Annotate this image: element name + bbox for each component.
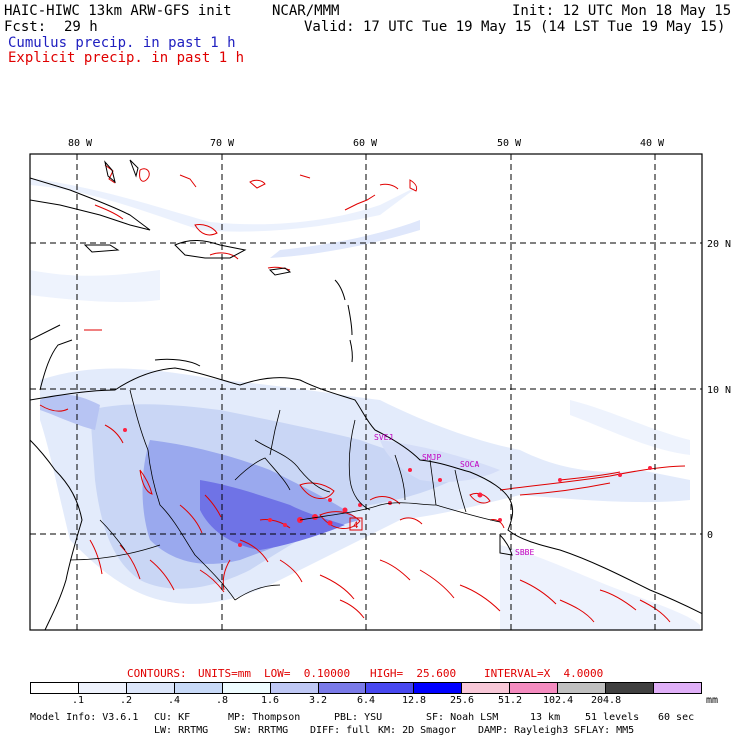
valid-time: Valid: 17 UTC Tue 19 May 15 (14 LST Tue … (304, 19, 726, 35)
cumulus-precip-areas (30, 178, 700, 630)
cumulus-legend: Cumulus precip. in past 1 h (8, 35, 236, 51)
map-frame (29, 153, 703, 631)
lon-label-70w: 70 W (210, 138, 235, 149)
colorbar-swatch (270, 683, 319, 693)
colorbar-swatch (126, 683, 175, 693)
colorbar-swatch (31, 683, 79, 693)
station-sbbe: SBBE (515, 548, 534, 557)
contour-units: UNITS=mm (198, 667, 251, 680)
model-info: Model Info: V3.6.1 (30, 712, 139, 723)
colorbar-label: .2 (120, 695, 133, 706)
lw-scheme: LW: RRTMG (154, 725, 209, 736)
station-soca: SOCA (460, 460, 479, 469)
mp-scheme: MP: Thompson (228, 712, 301, 723)
lat-label-20n: 20 N (707, 239, 731, 250)
latitude-labels: 20 N 10 N 0 (707, 239, 731, 541)
colorbar-label: 204.8 (591, 695, 622, 706)
diff-scheme: DIFF: full (310, 725, 371, 736)
colorbar-label: 3.2 (309, 695, 328, 706)
levels: 51 levels (585, 712, 640, 723)
colorbar-units: mm (706, 695, 719, 706)
colorbar (30, 682, 702, 694)
colorbar-label: 1.6 (261, 695, 280, 706)
colorbar-label: .4 (168, 695, 181, 706)
country-borders (69, 389, 501, 601)
org-label: NCAR/MMM (272, 3, 340, 19)
contour-label: CONTOURS: (127, 667, 187, 680)
station-svej: SVEJ (374, 433, 393, 442)
colorbar-swatch (558, 683, 607, 693)
max-marker: 4 (353, 521, 358, 531)
sf-scheme: SF: Noah LSM (426, 712, 499, 723)
coastlines (30, 159, 702, 630)
lon-label-50w: 50 W (497, 138, 522, 149)
colorbar-label: .1 (72, 695, 85, 706)
lon-label-80w: 80 W (68, 138, 93, 149)
colorbar-swatch (174, 683, 223, 693)
colorbar-swatch (462, 683, 511, 693)
colorbar-swatch (318, 683, 367, 693)
sflay-scheme: SFLAY: MM5 (574, 725, 635, 736)
colorbar-swatch (653, 683, 701, 693)
resolution: 13 km (530, 712, 561, 723)
longitude-labels: 80 W 70 W 60 W 50 W 40 W (68, 138, 665, 149)
pbl-scheme: PBL: YSU (334, 712, 383, 723)
lon-label-60w: 60 W (353, 138, 378, 149)
colorbar-label: 51.2 (498, 695, 523, 706)
colorbar-swatch (606, 683, 654, 693)
colorbar-swatch (366, 683, 415, 693)
damp-scheme: DAMP: Rayleigh3 (478, 725, 569, 736)
colorbar-swatch (78, 683, 127, 693)
colorbar-label: 6.4 (357, 695, 376, 706)
contour-interval: INTERVAL=X 4.0000 (484, 667, 604, 680)
forecast-label: Fcst: (4, 19, 47, 35)
colorbar-labels: .1 .2 .4 .8 1.6 3.2 6.4 12.8 25.6 51.2 102.4 204.8 (30, 695, 702, 707)
contour-high: HIGH= 25.600 (370, 667, 457, 680)
init-time: Init: 12 UTC Mon 18 May 15 (512, 3, 732, 19)
colorbar-label: .8 (216, 695, 229, 706)
lat-lon-grid (30, 154, 702, 630)
explicit-legend: Explicit precip. in past 1 h (8, 50, 245, 66)
model-title: HAIC-HIWC 13km ARW-GFS init (4, 3, 232, 19)
colorbar-label: 12.8 (402, 695, 427, 706)
station-labels: SVEJ SMJP SOCA SBBE (374, 433, 534, 557)
colorbar-swatch (510, 683, 559, 693)
sw-scheme: SW: RRTMG (234, 725, 289, 736)
explicit-precip-contours (39, 164, 686, 623)
km-scheme: KM: 2D Smagor (378, 725, 457, 736)
colorbar-label: 102.4 (543, 695, 574, 706)
lat-label-10n: 10 N (707, 385, 731, 396)
forecast-hour: 29 h (64, 19, 98, 35)
colorbar-label: 25.6 (450, 695, 475, 706)
cu-scheme: CU: KF (154, 712, 191, 723)
lat-label-0: 0 (707, 530, 713, 541)
colorbar-swatch (222, 683, 271, 693)
intense-precip-cores (123, 428, 652, 547)
timestep: 60 sec (658, 712, 695, 723)
contour-low: LOW= 0.10000 (264, 667, 351, 680)
lon-label-40w: 40 W (640, 138, 665, 149)
station-smjp: SMJP (422, 453, 441, 462)
colorbar-swatch (414, 683, 463, 693)
